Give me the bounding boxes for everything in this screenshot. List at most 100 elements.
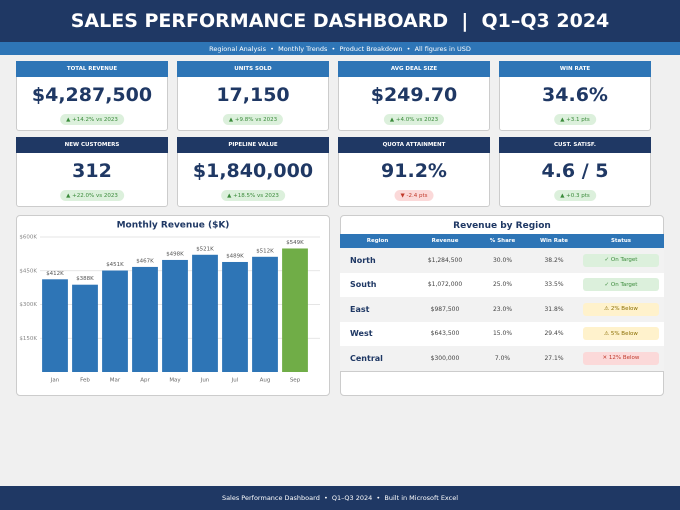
bar bbox=[132, 266, 158, 372]
kpi-label: AVG DEAL SIZE bbox=[338, 61, 490, 77]
x-tick-label: Apr bbox=[140, 378, 150, 384]
kpi-label: NEW CUSTOMERS bbox=[16, 137, 168, 153]
table-cell: $643,500 bbox=[430, 330, 460, 338]
value-label: $388K bbox=[76, 276, 94, 282]
table-cell: 27.1% bbox=[544, 354, 564, 362]
table-cell: $987,500 bbox=[430, 305, 460, 313]
kpi-label: UNITS SOLD bbox=[177, 61, 329, 77]
kpi-card: AVG DEAL SIZE $249.70 ▲ +4.0% vs 2023 bbox=[338, 61, 490, 131]
kpi-card: UNITS SOLD 17,150 ▲ +9.8% vs 2023 bbox=[177, 61, 329, 131]
status-pill: ✓ On Target bbox=[583, 253, 659, 267]
kpi-change: ▲ +0.3 pts bbox=[554, 190, 596, 201]
region-cell: Central bbox=[350, 353, 383, 363]
table-cell: 33.5% bbox=[544, 281, 564, 289]
status-pill: ⚠ 2% Below bbox=[583, 302, 659, 316]
column-header: % Share bbox=[489, 238, 516, 244]
bar bbox=[102, 270, 128, 372]
table-cell: 31.8% bbox=[544, 305, 564, 313]
kpi-change: ▲ +14.2% vs 2023 bbox=[60, 114, 124, 125]
kpi-value: 312 bbox=[72, 160, 112, 182]
kpi-change: ▲ +3.1 pts bbox=[554, 114, 596, 125]
kpi-change: ▼ -2.4 pts bbox=[394, 190, 434, 201]
value-label: $451K bbox=[106, 262, 124, 268]
kpi-change: ▲ +18.5% vs 2023 bbox=[221, 190, 285, 201]
table-cell: $300,000 bbox=[430, 354, 460, 362]
chart: Monthly Revenue ($K) $150K $300K $450K $600… bbox=[19, 221, 320, 384]
kpi-change: ▲ +22.0% vs 2023 bbox=[60, 190, 124, 201]
kpi-card: NEW CUSTOMERS 312 ▲ +22.0% vs 2023 bbox=[16, 137, 168, 207]
kpi-change: ▲ +9.8% vs 2023 bbox=[222, 114, 284, 125]
x-tick-label: Aug bbox=[260, 378, 271, 384]
region-cell: South bbox=[350, 280, 377, 290]
table-panel: Revenue by Region Region Revenue % Share Wi… bbox=[340, 215, 664, 396]
kpi-label: WIN RATE bbox=[499, 61, 651, 77]
column-header: Status bbox=[610, 238, 632, 244]
status-pill: ✓ On Target bbox=[583, 278, 659, 291]
table-cell: $1,284,500 bbox=[427, 256, 463, 264]
kpi-card: QUOTA ATTAINMENT 91.2% ▼ -2.4 pts bbox=[338, 137, 490, 207]
chart-title: Monthly Revenue ($K) bbox=[117, 221, 230, 231]
table-cell: 29.4% bbox=[544, 330, 564, 338]
kpi-value: 17,150 bbox=[216, 84, 290, 106]
table-cell: 25.0% bbox=[492, 281, 513, 289]
x-tick-label: Jun bbox=[200, 378, 210, 384]
kpi-card: CUST. SATISF. 4.6 / 5 ▲ +0.3 pts bbox=[499, 137, 651, 207]
value-label: $549K bbox=[286, 240, 304, 246]
footer: Sales Performance Dashboard • Q1–Q3 2024… bbox=[0, 486, 680, 510]
kpi-card: WIN RATE 34.6% ▲ +3.1 pts bbox=[499, 61, 651, 131]
status-pill: ⚠ 5% Below bbox=[583, 327, 659, 340]
y-tick-label: $450K bbox=[19, 268, 37, 274]
table-cell: 30.0% bbox=[492, 256, 513, 264]
kpi-label: CUST. SATISF. bbox=[499, 137, 651, 153]
kpi-label: TOTAL REVENUE bbox=[16, 61, 168, 77]
column-header: Revenue bbox=[431, 238, 459, 244]
x-tick-label: May bbox=[169, 378, 181, 384]
table-header: Region Revenue % Share Win Rate Status bbox=[340, 234, 664, 248]
table-row: North $1,284,500 30.0% 38.2% ✓ On Target bbox=[340, 248, 664, 273]
value-label: $489K bbox=[226, 253, 244, 259]
kpi-value: 91.2% bbox=[381, 160, 447, 182]
bar bbox=[282, 248, 308, 372]
x-tick-label: Jul bbox=[231, 378, 239, 384]
y-tick-label: $600K bbox=[19, 235, 37, 241]
kpi-value: $249.70 bbox=[370, 84, 458, 106]
kpi-card: TOTAL REVENUE $4,287,500 ▲ +14.2% vs 2023 bbox=[16, 61, 168, 131]
header-title: SALES PERFORMANCE DASHBOARD | Q1–Q3 2024 bbox=[0, 0, 680, 42]
kpi-label: QUOTA ATTAINMENT bbox=[338, 137, 490, 153]
x-tick-label: Sep bbox=[290, 378, 301, 384]
value-label: $512K bbox=[256, 248, 274, 254]
kpi-value: $1,840,000 bbox=[192, 160, 314, 182]
x-tick-label: Jan bbox=[50, 378, 60, 384]
chart-panel: Monthly Revenue ($K) $150K $300K $450K $600… bbox=[16, 215, 330, 396]
bar bbox=[72, 284, 98, 372]
column-header: Win Rate bbox=[539, 238, 569, 244]
table-row: West $643,500 15.0% 29.4% ⚠ 5% Below bbox=[340, 321, 664, 346]
bar bbox=[252, 256, 278, 372]
table-cell: 15.0% bbox=[492, 330, 513, 338]
y-tick-label: $150K bbox=[19, 336, 37, 342]
bar bbox=[192, 254, 218, 372]
value-label: $412K bbox=[46, 271, 64, 277]
kpi-value: $4,287,500 bbox=[31, 84, 153, 106]
bar bbox=[42, 279, 68, 372]
kpi-value: 34.6% bbox=[542, 84, 608, 106]
table-footer-box bbox=[340, 370, 664, 397]
column-header: Region bbox=[366, 238, 389, 244]
bar bbox=[162, 259, 188, 372]
region-cell: East bbox=[350, 304, 370, 314]
table-row: Central $300,000 7.0% 27.1% ✕ 12% Below bbox=[340, 346, 664, 371]
table-row: South $1,072,000 25.0% 33.5% ✓ On Target bbox=[340, 272, 664, 297]
kpi-card: PIPELINE VALUE $1,840,000 ▲ +18.5% vs 2023 bbox=[177, 137, 329, 207]
table-cell: 7.0% bbox=[494, 354, 511, 362]
value-label: $498K bbox=[166, 251, 184, 257]
y-tick-label: $300K bbox=[19, 302, 37, 308]
table-cell: 23.0% bbox=[492, 305, 513, 313]
kpi-change: ▲ +4.0% vs 2023 bbox=[383, 114, 445, 125]
region-cell: North bbox=[350, 255, 376, 265]
value-label: $467K bbox=[136, 258, 154, 264]
header-subtitle: Regional Analysis • Monthly Trends • Pro… bbox=[0, 42, 680, 55]
kpi-label: PIPELINE VALUE bbox=[177, 137, 329, 153]
table-row: East $987,500 23.0% 31.8% ⚠ 2% Below bbox=[340, 297, 664, 322]
region-cell: West bbox=[350, 329, 373, 339]
